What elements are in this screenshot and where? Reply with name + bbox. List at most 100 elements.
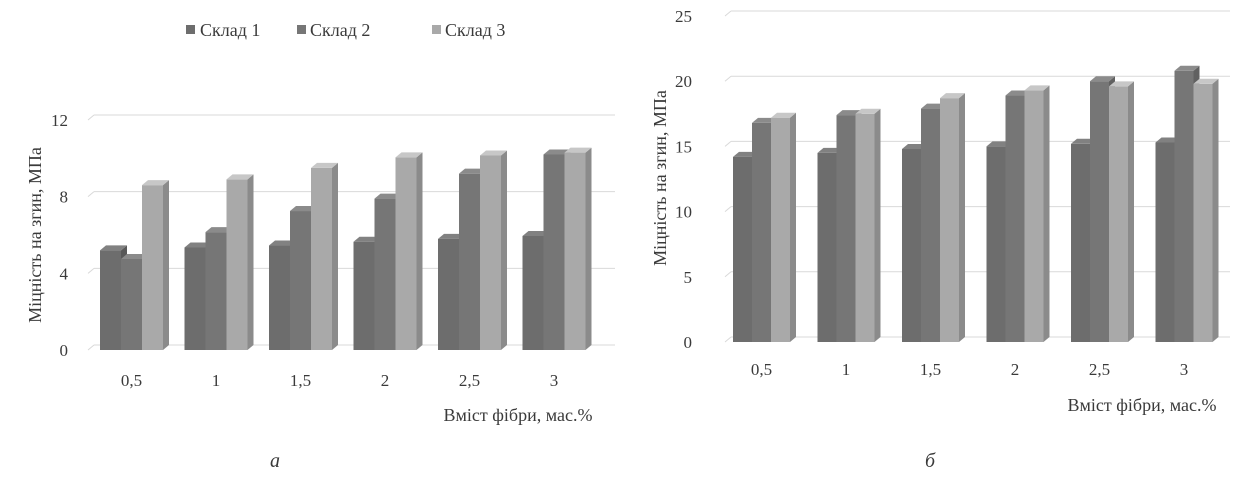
- bar-front: [269, 245, 290, 350]
- y-tick-labels: 0 5 10 15 20 25: [675, 7, 692, 352]
- bar-front: [184, 247, 206, 350]
- bars: [733, 65, 1219, 343]
- bar-front: [771, 117, 790, 342]
- x-tick-labels: 0,5 1 1,5 2 2,5 3: [121, 371, 558, 390]
- bar-front: [564, 152, 586, 350]
- x-axis-title: Вміст фібри, мас.%: [1068, 395, 1217, 415]
- y-gridlines: [724, 10, 1230, 343]
- bar-side: [959, 93, 965, 342]
- y-tick-label: 25: [675, 7, 692, 26]
- bar-front: [1071, 143, 1090, 342]
- bar-front: [1024, 90, 1044, 342]
- x-tick-label: 3: [550, 371, 559, 390]
- x-tick-label: 2: [381, 371, 390, 390]
- bar-top: [459, 168, 486, 174]
- bar-side: [332, 162, 338, 350]
- y-tick-label: 12: [51, 111, 68, 130]
- bar-front: [1155, 142, 1175, 342]
- bar-front: [142, 185, 163, 350]
- bar-front: [374, 198, 396, 350]
- bar-top: [986, 141, 1012, 147]
- gridline-depth: [724, 271, 732, 278]
- bars: [100, 147, 592, 350]
- bar-top: [733, 151, 758, 157]
- bar-front: [205, 232, 227, 350]
- gridline-depth: [724, 336, 732, 343]
- bar-front: [921, 108, 940, 342]
- bar-top: [855, 108, 881, 114]
- bar-front: [986, 146, 1006, 342]
- bar-top: [836, 110, 862, 116]
- bar-front: [1005, 95, 1025, 342]
- bar-side: [1212, 78, 1219, 343]
- bar-front: [836, 115, 856, 342]
- bar-front: [459, 173, 480, 350]
- panel-label: а: [270, 450, 280, 472]
- bar-3-1: [226, 174, 254, 350]
- y-tick-label: 20: [675, 72, 692, 91]
- bar-top: [226, 174, 254, 180]
- x-tick-label: 1: [212, 371, 221, 390]
- y-tick-labels: 0 4 8 12: [51, 111, 69, 360]
- bar-top: [1193, 78, 1219, 84]
- bar-front: [1109, 86, 1128, 342]
- x-tick-label: 3: [1180, 360, 1189, 379]
- bar-top: [752, 117, 777, 123]
- bar-3-4: [1109, 81, 1134, 342]
- bar-front: [353, 241, 375, 350]
- bar-3-5: [564, 147, 592, 350]
- bar-front: [752, 122, 771, 342]
- bar-side: [1043, 85, 1050, 342]
- legend-item-1: Склад 1: [186, 20, 260, 40]
- legend-swatch: [186, 25, 195, 34]
- bar-3-1: [855, 108, 881, 342]
- bar-top: [353, 236, 381, 242]
- x-tick-label: 1,5: [290, 371, 311, 390]
- bar-side: [501, 150, 507, 350]
- gridline-depth: [87, 114, 95, 121]
- panel-label: б: [925, 450, 936, 472]
- chart-panel-b: 0 5 10 15 20 25 0,5 1 1,5 2 2,5 3 Вміст фібри, мас.%…: [650, 7, 1230, 472]
- bar-top: [1174, 65, 1200, 71]
- bar-top: [771, 112, 796, 118]
- legend-label: Склад 3: [445, 20, 505, 40]
- gridline-depth: [87, 344, 95, 351]
- bar-top: [564, 147, 592, 153]
- bar-top: [1109, 81, 1134, 87]
- gridline-depth: [724, 75, 732, 82]
- x-tick-label: 1: [842, 360, 851, 379]
- bar-side: [790, 112, 796, 342]
- bar-top: [1024, 85, 1050, 91]
- y-tick-label: 8: [60, 188, 69, 207]
- bar-3-4: [480, 150, 507, 350]
- x-tick-label: 1,5: [920, 360, 941, 379]
- bar-side: [163, 180, 169, 350]
- gridline-depth: [724, 206, 732, 212]
- y-tick-label: 10: [675, 203, 692, 222]
- bar-front: [100, 250, 121, 350]
- legend-item-2: Склад 2: [297, 20, 370, 40]
- bar-top: [480, 150, 507, 156]
- x-tick-label: 2: [1011, 360, 1020, 379]
- y-tick-label: 5: [684, 268, 693, 287]
- legend-label: Склад 2: [310, 20, 370, 40]
- bar-front: [121, 258, 142, 350]
- bar-front: [395, 157, 417, 350]
- x-tick-label: 2,5: [459, 371, 480, 390]
- bar-3-0: [142, 180, 169, 350]
- bar-top: [940, 93, 965, 99]
- bar-3-0: [771, 112, 796, 342]
- bar-top: [100, 245, 127, 251]
- bar-front: [902, 149, 921, 342]
- bar-side: [247, 174, 254, 350]
- bar-top: [438, 233, 465, 239]
- bar-top: [522, 230, 550, 236]
- legend-item-3: Склад 3: [432, 20, 505, 40]
- bar-side: [874, 108, 881, 342]
- legend-swatch: [432, 25, 441, 34]
- bar-top: [374, 193, 402, 199]
- bar-top: [121, 253, 148, 259]
- gridline-depth: [724, 141, 732, 147]
- x-tick-label: 0,5: [121, 371, 142, 390]
